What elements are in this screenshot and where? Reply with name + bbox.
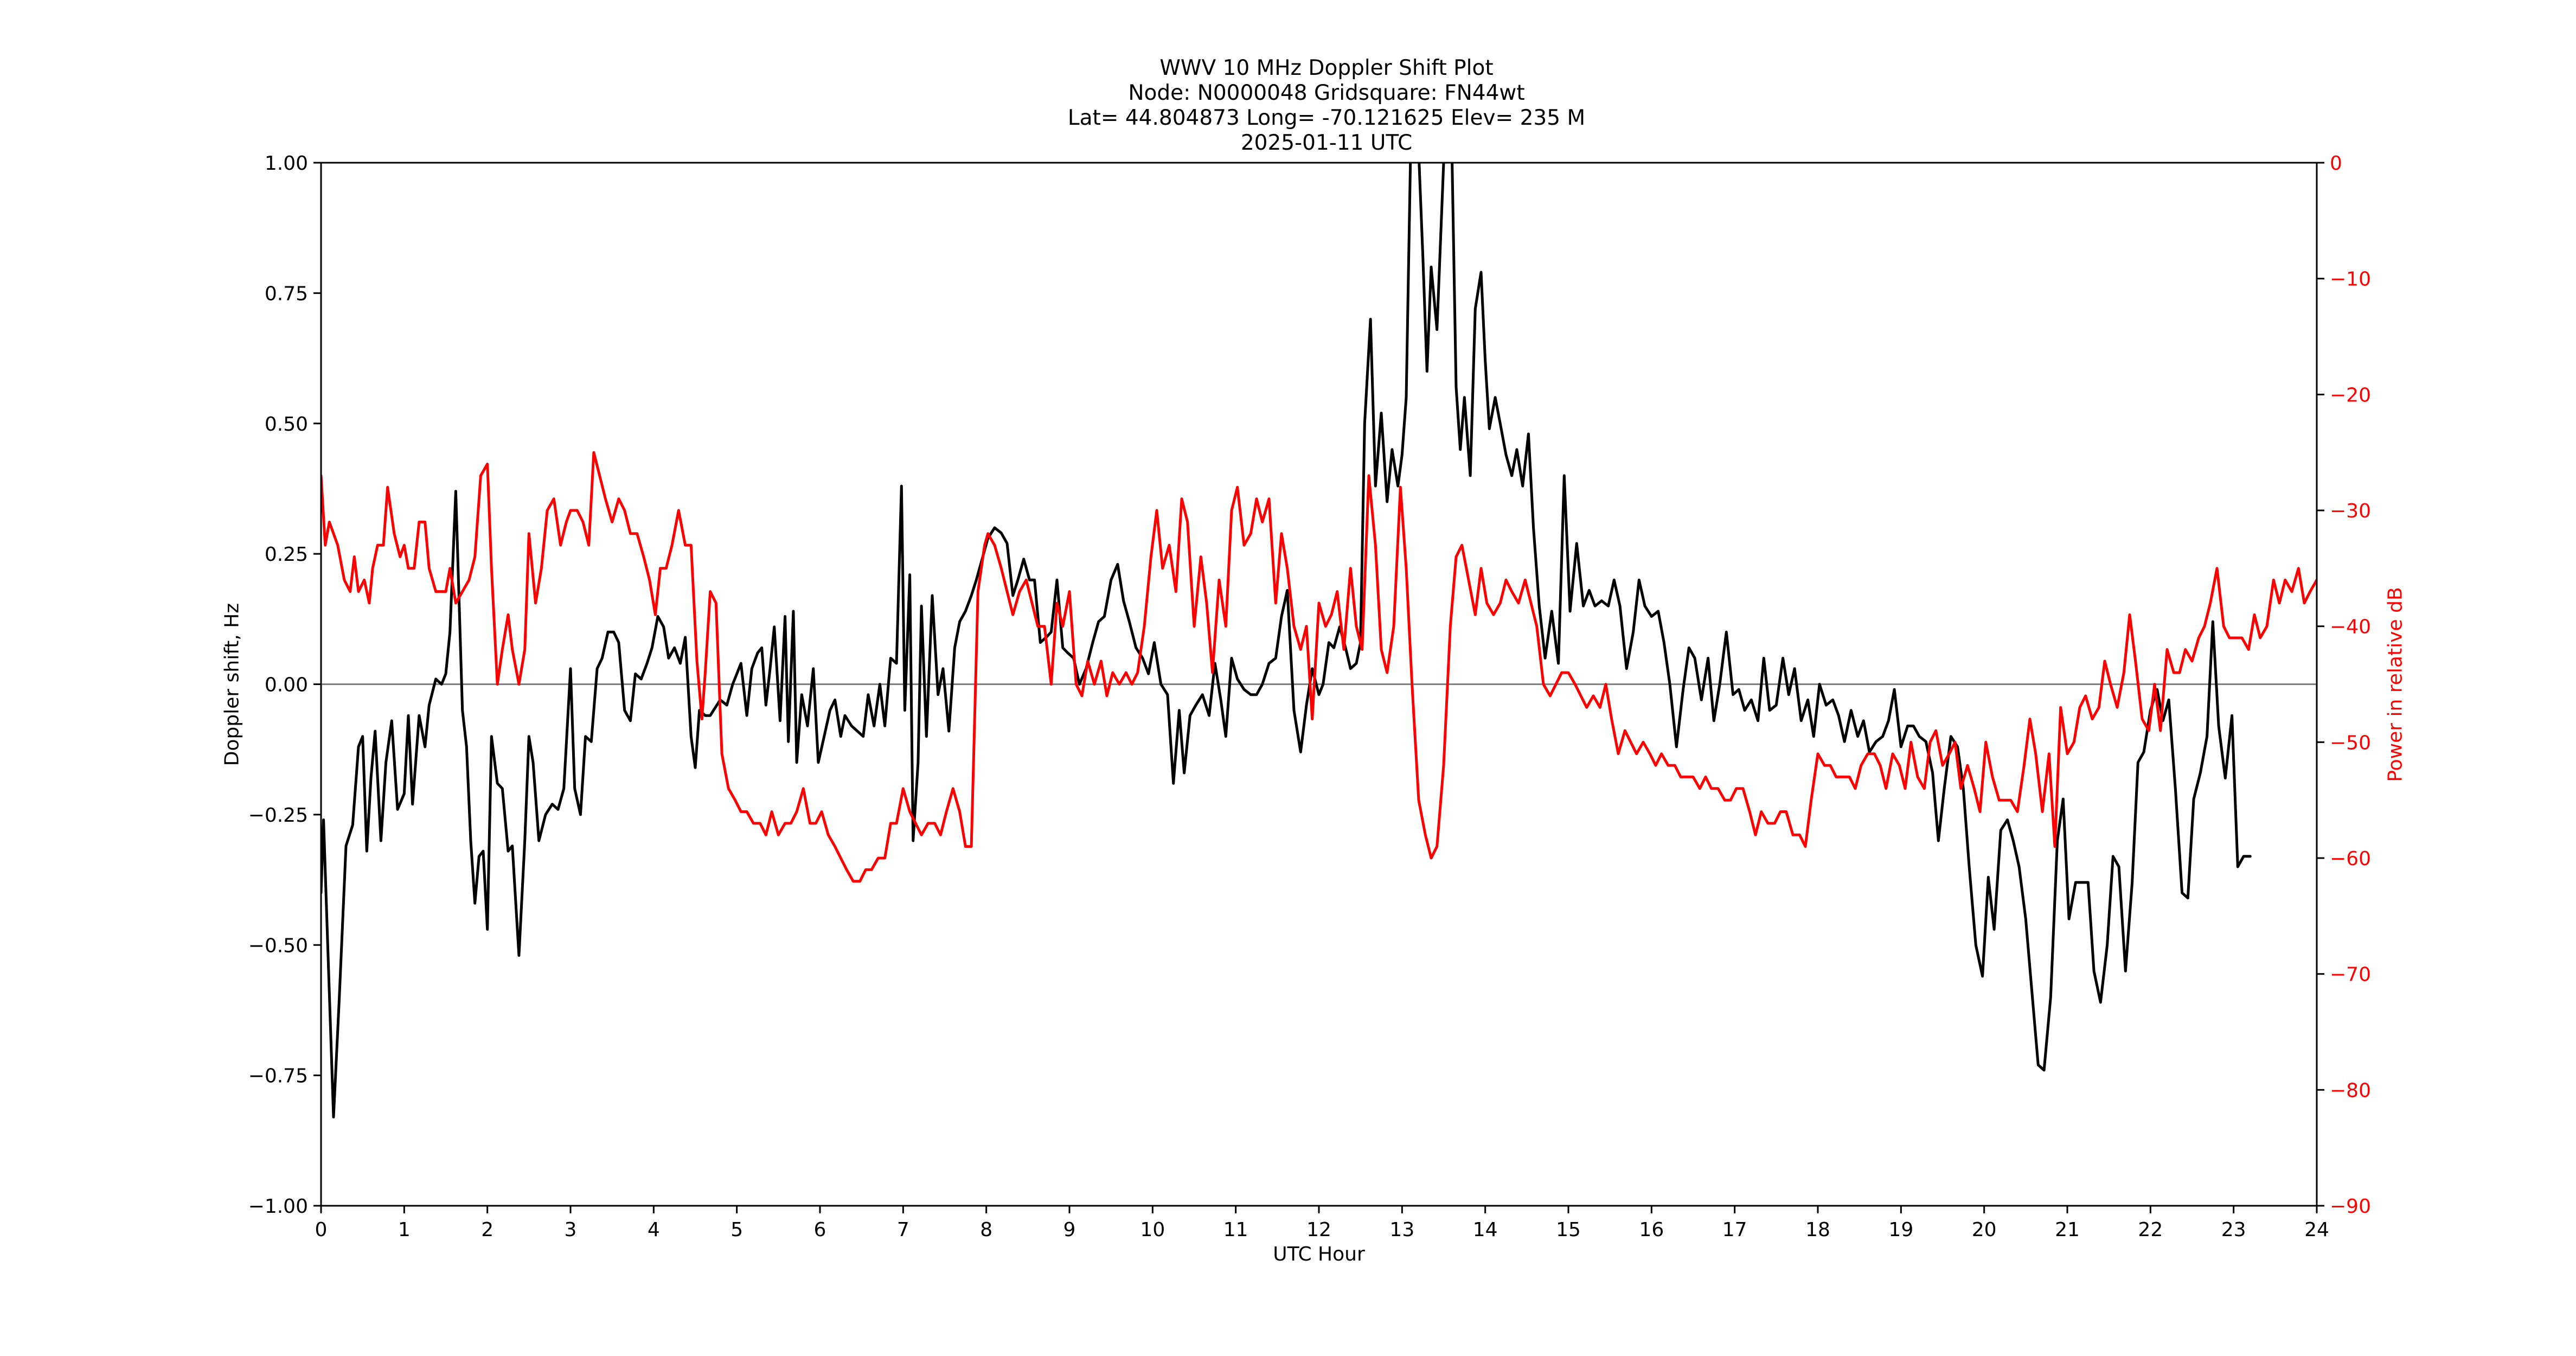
x-tick-label: 18 [1805,1219,1830,1241]
x-tick-label: 24 [2304,1219,2329,1241]
y-tick-label: 0.75 [265,283,308,305]
x-tick-label: 22 [2138,1219,2163,1241]
x-tick-label: 0 [315,1219,328,1241]
y-tick-label: 0.50 [265,413,308,436]
x-tick-label: 8 [980,1219,992,1241]
chart-subtitle-date: 2025-01-11 UTC [1240,131,1413,155]
x-tick-label: 3 [565,1219,577,1241]
y2-tick-label: −60 [2330,848,2371,870]
x-tick-label: 19 [1888,1219,1913,1241]
chart-subtitle-location: Lat= 44.804873 Long= -70.121625 Elev= 23… [1067,106,1586,130]
x-tick-label: 12 [1306,1219,1331,1241]
x-tick-label: 10 [1140,1219,1165,1241]
x-tick-label: 9 [1063,1219,1076,1241]
y2-tick-label: −70 [2330,964,2371,986]
x-tick-label: 15 [1556,1219,1581,1241]
y-tick-label: 0.25 [265,543,308,566]
y-tick-label: −0.75 [248,1065,308,1088]
y-tick-label: −1.00 [248,1195,308,1218]
x-axis-label: UTC Hour [1273,1243,1365,1265]
x-tick-label: 17 [1722,1219,1747,1241]
y2-tick-label: −30 [2330,500,2371,522]
y-tick-label: 0.00 [265,674,308,696]
chart-title: WWV 10 MHz Doppler Shift Plot [1159,56,1494,80]
y2-tick-label: −10 [2330,268,2371,291]
x-tick-label: 13 [1389,1219,1414,1241]
x-tick-label: 4 [648,1219,660,1241]
y2-tick-label: −20 [2330,384,2371,406]
x-tick-label: 20 [1972,1219,1997,1241]
series-group [321,163,2317,1118]
x-tick-label: 11 [1223,1219,1248,1241]
doppler-series-line [321,163,2252,1118]
y2-tick-label: −80 [2330,1079,2371,1102]
y2-axis-ticks: 0 −10 −20 −30 −40 −50 −60 −70 −80 −90 [2317,152,2371,1218]
y2-tick-label: 0 [2330,152,2342,175]
y2-axis-label: Power in relative dB [2384,587,2407,782]
y-axis-label: Doppler shift, Hz [221,603,243,766]
y-tick-label: −0.50 [248,935,308,957]
x-tick-label: 21 [2055,1219,2080,1241]
y2-tick-label: −50 [2330,732,2371,754]
y-axis-ticks: 1.00 0.75 0.50 0.25 0.00 −0.25 −0.50 −0.75 −1.00 [248,152,321,1218]
y2-tick-label: −90 [2330,1195,2371,1218]
x-tick-label: 14 [1473,1219,1498,1241]
x-tick-label: 16 [1639,1219,1664,1241]
x-axis-ticks: 0 1 2 3 4 5 6 7 8 9 10 11 12 13 14 15 16 17 18 19 20 21 22 23 24 [315,1206,2329,1241]
x-tick-label: 2 [481,1219,494,1241]
x-tick-label: 1 [398,1219,411,1241]
x-tick-label: 5 [730,1219,743,1241]
power-series-line [321,451,2317,883]
x-tick-label: 7 [897,1219,909,1241]
y2-tick-label: −40 [2330,616,2371,638]
chart-subtitle-node: Node: N0000048 Gridsquare: FN44wt [1128,81,1525,105]
x-tick-label: 23 [2221,1219,2246,1241]
x-tick-label: 6 [814,1219,826,1241]
y-tick-label: 1.00 [265,152,308,175]
y-tick-label: −0.25 [248,804,308,827]
